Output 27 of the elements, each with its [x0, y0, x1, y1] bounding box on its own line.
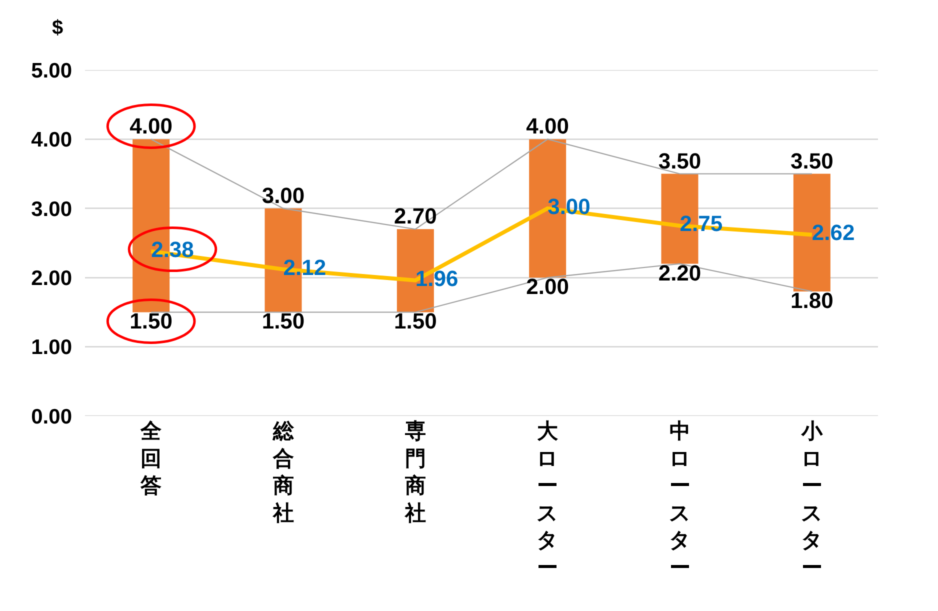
- y-tick-label: 0.00: [31, 405, 72, 428]
- y-tick-label: 1.00: [31, 336, 72, 360]
- data-label: 1.50: [394, 308, 437, 334]
- data-label: 2.70: [394, 204, 437, 229]
- x-tick-label: 中ロースター: [668, 420, 691, 580]
- y-tick-label: 5.00: [31, 59, 72, 82]
- data-label: 2.20: [658, 260, 702, 286]
- data-label: 4.00: [130, 114, 172, 139]
- data-label: 1.50: [130, 308, 172, 334]
- data-label: 3.00: [262, 182, 305, 208]
- y-axis-title: $: [52, 17, 64, 39]
- data-label: 2.00: [526, 274, 569, 300]
- x-tick-label: 専門商社: [404, 420, 426, 525]
- y-tick-label: 2.00: [31, 266, 72, 290]
- data-label: 3.50: [658, 148, 702, 174]
- x-tick-label: 全回答: [140, 420, 163, 498]
- data-label: 4.00: [526, 114, 569, 139]
- x-tick-label: 小ロースター: [800, 420, 824, 580]
- x-tick-label: 大ロースター: [536, 420, 560, 580]
- data-label: 1.50: [262, 308, 305, 334]
- x-tick-label: 総合商社: [272, 420, 295, 525]
- data-label: 3.50: [790, 148, 834, 174]
- data-label: 1.80: [790, 288, 834, 313]
- data-label: 2.75: [680, 211, 723, 236]
- y-tick-label: 4.00: [31, 128, 72, 152]
- y-tick-label: 3.00: [31, 198, 72, 221]
- data-label: 2.12: [283, 254, 326, 280]
